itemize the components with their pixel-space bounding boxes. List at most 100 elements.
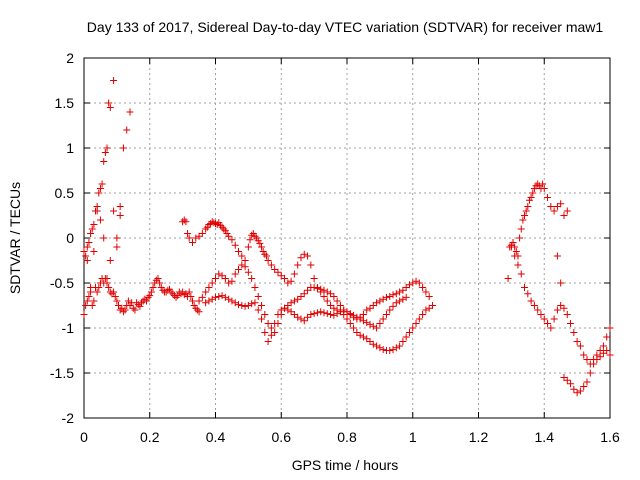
data-point	[88, 302, 96, 309]
series-arc-early-mid	[83, 207, 124, 291]
data-point	[310, 284, 318, 291]
data-point	[514, 261, 522, 269]
data-point	[105, 284, 113, 291]
data-point	[208, 218, 216, 226]
data-point	[264, 338, 272, 345]
data-point	[258, 243, 266, 251]
data-point	[376, 344, 384, 352]
data-point	[225, 279, 233, 287]
data-point	[106, 104, 114, 111]
data-point	[82, 252, 90, 260]
data-point	[586, 369, 594, 377]
data-point	[379, 346, 387, 354]
data-point	[131, 306, 139, 314]
data-point	[241, 257, 249, 264]
data-point	[220, 225, 228, 233]
data-point	[225, 295, 233, 303]
data-point	[386, 293, 394, 300]
data-point	[550, 315, 558, 323]
data-point	[167, 288, 175, 296]
data-point	[550, 207, 558, 215]
data-point	[590, 360, 598, 368]
data-point	[537, 311, 545, 318]
data-point	[540, 185, 548, 192]
data-point	[336, 302, 344, 309]
data-point	[244, 268, 252, 276]
data-point	[379, 315, 387, 323]
data-point	[396, 297, 404, 305]
grid-layer	[84, 58, 610, 418]
data-point	[603, 333, 611, 341]
data-point	[142, 297, 150, 305]
data-point	[105, 99, 113, 107]
data-point	[284, 279, 292, 287]
series-arc-early-rising	[80, 77, 134, 264]
data-point	[547, 203, 555, 210]
data-point	[320, 286, 328, 294]
data-point	[343, 315, 351, 323]
data-point	[422, 288, 430, 296]
data-point	[169, 290, 177, 298]
data-point	[359, 317, 367, 325]
x-tick-label: 0.4	[206, 429, 226, 445]
data-point	[228, 297, 236, 305]
series-arc-upper-hump	[179, 216, 436, 354]
data-point	[583, 378, 591, 386]
data-point	[248, 300, 256, 308]
data-point	[182, 218, 190, 226]
x-tick-label: 0.2	[140, 429, 160, 445]
chart-title: Day 133 of 2017, Sidereal Day-to-day VTE…	[87, 19, 604, 35]
data-point	[258, 302, 266, 309]
data-point	[80, 311, 88, 318]
data-point	[111, 293, 119, 300]
data-point	[570, 329, 578, 336]
data-point	[149, 284, 157, 291]
data-point	[524, 203, 532, 210]
y-tick-label: -1.5	[50, 365, 74, 381]
data-point	[524, 290, 532, 298]
data-point	[297, 315, 305, 323]
data-point	[330, 311, 338, 319]
data-point	[93, 207, 101, 215]
data-point	[313, 284, 321, 292]
data-point	[118, 304, 126, 312]
data-point	[164, 286, 172, 294]
data-point	[238, 302, 246, 309]
data-point	[180, 291, 188, 299]
y-axis-label: SDTVAR / TECUs	[7, 182, 23, 294]
data-point	[267, 331, 275, 339]
data-point	[154, 275, 162, 282]
data-point	[310, 310, 318, 318]
data-point	[212, 275, 219, 282]
data-point	[246, 236, 254, 244]
series-arc-early-lower	[80, 275, 144, 318]
data-point	[402, 293, 410, 301]
data-point	[141, 295, 149, 303]
data-point	[281, 304, 289, 312]
data-point	[100, 158, 108, 165]
data-point	[193, 306, 201, 314]
data-point	[307, 261, 315, 269]
data-point	[174, 292, 182, 300]
data-point	[110, 207, 118, 215]
data-point	[570, 385, 578, 393]
data-point	[172, 293, 180, 301]
data-point	[425, 293, 433, 300]
data-point	[231, 299, 239, 307]
data-point	[412, 320, 420, 327]
data-point	[147, 288, 155, 296]
data-point	[340, 306, 348, 314]
data-point	[405, 281, 413, 289]
data-point	[87, 230, 95, 237]
data-point	[294, 261, 302, 269]
data-point	[228, 236, 236, 244]
data-point	[287, 277, 295, 285]
data-point	[138, 299, 146, 307]
data-point	[563, 207, 571, 215]
data-point	[251, 232, 259, 240]
data-point	[330, 304, 338, 312]
x-tick-label: 1.6	[600, 429, 620, 445]
data-point	[228, 277, 236, 285]
data-point	[527, 194, 535, 201]
